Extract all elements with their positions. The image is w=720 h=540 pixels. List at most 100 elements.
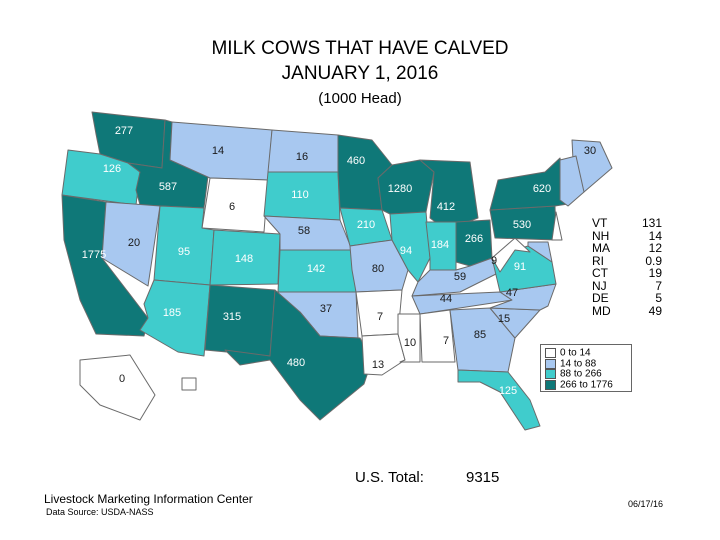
- small-state-value: 49: [648, 303, 662, 318]
- small-state-row: VT 131: [592, 217, 662, 229]
- state-ny: [489, 157, 569, 211]
- small-state-value: 0.9: [645, 253, 662, 268]
- state-value-az: 185: [163, 307, 181, 319]
- legend-item: 0 to 14: [545, 348, 591, 358]
- small-state-row: RI 0.9: [592, 255, 662, 267]
- state-value-oh: 266: [465, 233, 483, 245]
- state-value-wy: 6: [229, 201, 235, 213]
- state-value-ak: 0: [119, 373, 125, 385]
- state-value-pa: 530: [513, 219, 531, 231]
- small-state-value: 7: [655, 278, 662, 293]
- state-value-ok: 37: [320, 303, 332, 315]
- state-nj: [551, 211, 563, 241]
- legend-label: 14 to 88: [560, 358, 597, 370]
- state-value-mi: 412: [437, 201, 455, 213]
- state-value-sc: 15: [498, 313, 510, 325]
- small-state-value: 19: [648, 266, 662, 280]
- map-subtitle: JANUARY 1, 2016: [281, 63, 439, 84]
- legend-label: 0 to 14: [560, 347, 591, 359]
- small-state-abbr: VT: [592, 216, 608, 230]
- state-wv: [491, 237, 531, 273]
- state-value-la: 13: [372, 359, 384, 371]
- small-state-abbr: RI: [592, 253, 604, 268]
- state-value-in: 184: [431, 239, 449, 251]
- state-value-or: 126: [103, 163, 121, 175]
- state-value-nv: 20: [128, 237, 140, 249]
- state-value-me: 30: [584, 145, 596, 157]
- state-value-ky: 59: [454, 271, 466, 283]
- small-state-value: 5: [655, 291, 662, 305]
- state-value-ia: 210: [357, 219, 375, 231]
- small-state-abbr: MD: [592, 303, 611, 318]
- state-value-va: 91: [514, 261, 526, 273]
- legend: 0 to 14 14 to 88 88 to 266 266 to 1776: [540, 344, 632, 392]
- state-value-mo: 80: [372, 263, 384, 275]
- state-la: [361, 333, 406, 376]
- date-label: 06/17/16: [628, 499, 664, 509]
- legend-item: 14 to 88: [545, 358, 597, 370]
- small-state-row: NJ 7: [592, 280, 662, 292]
- state-value-nc: 47: [506, 287, 518, 299]
- legend-item: 88 to 266: [545, 369, 602, 379]
- state-value-tn: 44: [440, 293, 452, 305]
- state-al: [419, 309, 456, 363]
- small-state-abbr: MA: [592, 241, 610, 255]
- legend-item: 266 to 1776: [545, 379, 613, 391]
- legend-swatch: [545, 369, 556, 379]
- map-title: MILK COWS THAT HAVE CALVED: [211, 38, 509, 59]
- legend-label: 88 to 266: [560, 368, 602, 380]
- state-value-ar: 7: [377, 311, 383, 323]
- small-state-value: 12: [648, 241, 662, 255]
- state-ne-small: [559, 155, 585, 207]
- state-value-mn: 460: [347, 155, 365, 167]
- state-value-wa: 277: [115, 125, 133, 137]
- total-label: U.S. Total:: [355, 469, 424, 486]
- small-state-value: 131: [641, 216, 662, 230]
- state-ga: [449, 307, 516, 373]
- state-value-nd: 16: [296, 151, 308, 163]
- state-value-tx: 480: [287, 357, 305, 369]
- legend-swatch: [545, 358, 556, 369]
- total-value: 9315: [466, 469, 500, 486]
- legend-swatch: [545, 379, 556, 390]
- small-state-row: CT 19: [592, 267, 662, 279]
- legend-label: 266 to 1776: [560, 379, 613, 391]
- state-md: [527, 241, 553, 263]
- small-state-row: NH 14: [592, 230, 662, 242]
- state-value-co: 148: [235, 253, 253, 265]
- state-value-il: 94: [400, 245, 412, 257]
- small-state-abbr: NJ: [592, 278, 607, 293]
- state-value-ks: 142: [307, 263, 325, 275]
- state-value-ca: 1775: [82, 249, 106, 261]
- state-value-wi: 1280: [388, 183, 412, 195]
- state-value-ga: 85: [474, 329, 486, 341]
- data-source-label: Data Source: USDA-NASS: [46, 507, 154, 517]
- state-value-fl: 125: [499, 385, 517, 397]
- state-wy: [201, 177, 269, 233]
- state-hi: [181, 377, 197, 391]
- state-value-mt: 14: [212, 145, 224, 157]
- state-value-ms: 10: [404, 337, 416, 349]
- state-ak: [79, 354, 156, 421]
- state-value-nm: 315: [223, 311, 241, 323]
- small-state-abbr: CT: [592, 266, 608, 280]
- state-value-ut: 95: [178, 246, 190, 258]
- small-state-row: DE 5: [592, 292, 662, 304]
- small-state-row: MA 12: [592, 242, 662, 254]
- state-value-id: 587: [159, 181, 177, 193]
- map-unit: (1000 Head): [318, 90, 402, 107]
- state-value-ny: 620: [533, 183, 551, 195]
- organization-label: Livestock Marketing Information Center: [44, 492, 253, 506]
- legend-swatch: [545, 348, 556, 358]
- small-state-abbr: DE: [592, 291, 609, 305]
- state-value-al: 7: [443, 335, 449, 347]
- state-value-sd: 110: [291, 189, 309, 201]
- small-state-row: MD 49: [592, 305, 662, 317]
- state-value-wv: 9: [491, 255, 497, 267]
- small-state-value: 14: [648, 228, 662, 243]
- small-state-abbr: NH: [592, 228, 610, 243]
- state-fl: [457, 369, 541, 431]
- state-nv: [101, 201, 161, 287]
- state-value-ne: 58: [298, 225, 310, 237]
